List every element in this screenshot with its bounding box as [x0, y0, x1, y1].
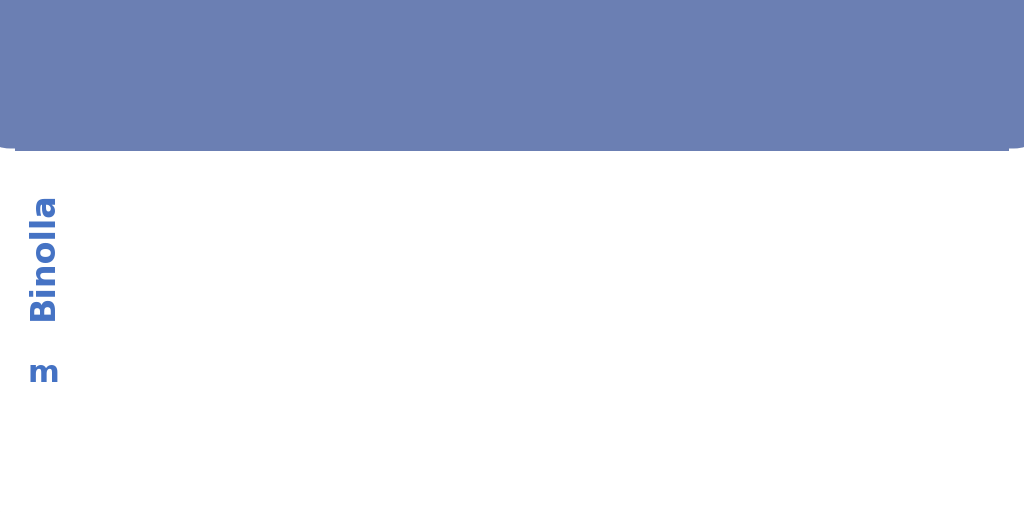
Bar — [163, 307, 178, 463]
Bar — [616, 389, 633, 463]
Bar — [689, 396, 706, 463]
Bar — [217, 309, 233, 463]
Bar — [816, 412, 833, 463]
Text: © Fair Economy: © Fair Economy — [91, 165, 170, 175]
Bar — [126, 407, 142, 463]
Bar — [562, 383, 579, 463]
Bar — [944, 420, 959, 463]
Bar — [199, 329, 215, 463]
Bar — [290, 392, 306, 463]
Text: 353K: 353K — [818, 336, 849, 357]
Bar — [236, 332, 251, 463]
FancyBboxPatch shape — [0, 0, 1024, 148]
Bar — [726, 407, 741, 463]
Bar — [889, 375, 905, 463]
Bar — [780, 400, 797, 463]
Bar — [362, 307, 379, 463]
Bar — [144, 403, 161, 463]
Bar — [762, 403, 778, 463]
Bar — [871, 367, 887, 463]
Bar — [508, 375, 523, 463]
Bar — [853, 369, 868, 463]
Bar — [743, 408, 760, 463]
Bar — [381, 292, 396, 463]
Bar — [90, 184, 105, 463]
Bar — [398, 324, 415, 463]
Bar — [907, 378, 924, 463]
Text: Binolla: Binolla — [27, 191, 59, 321]
Bar — [253, 332, 269, 463]
Bar — [635, 392, 651, 463]
Bar — [599, 388, 614, 463]
Bar — [271, 332, 288, 463]
Bar — [708, 400, 724, 463]
Bar — [581, 387, 596, 463]
Bar — [835, 362, 851, 463]
Bar — [326, 412, 342, 463]
Bar — [344, 420, 360, 463]
Bar — [489, 368, 506, 463]
Bar — [454, 344, 469, 463]
FancyBboxPatch shape — [15, 120, 1009, 151]
Bar — [653, 393, 669, 463]
Bar — [109, 400, 124, 463]
Bar — [526, 378, 542, 463]
Bar — [181, 403, 197, 463]
Bar — [308, 267, 324, 463]
Text: m: m — [27, 359, 59, 388]
Bar — [671, 395, 687, 463]
Bar — [417, 329, 433, 463]
Bar — [435, 335, 451, 463]
Bar — [471, 358, 487, 463]
Bar — [544, 380, 560, 463]
Bar — [926, 414, 941, 463]
Bar — [799, 411, 814, 463]
